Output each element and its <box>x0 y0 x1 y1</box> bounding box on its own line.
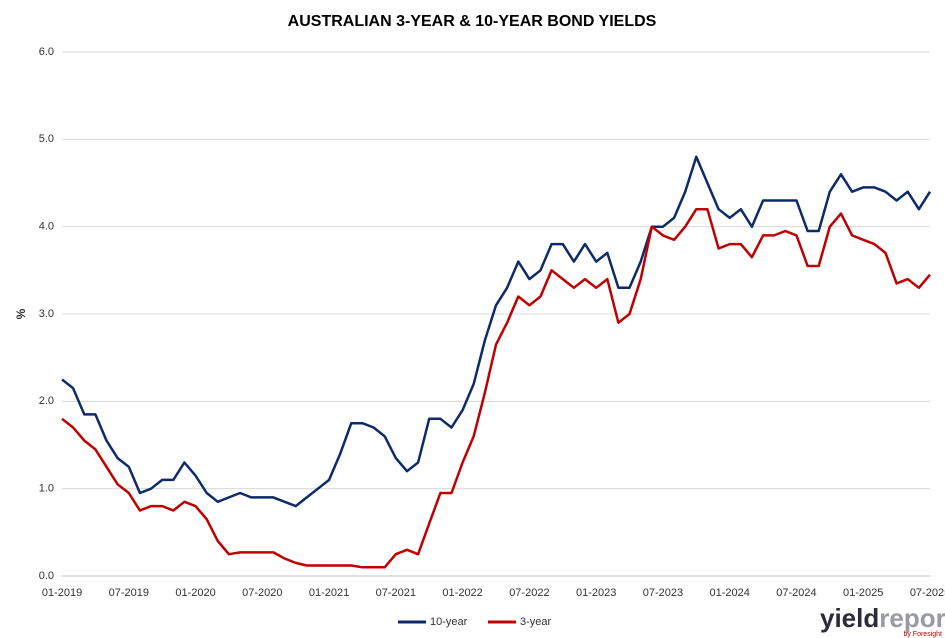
y-tick-label: 3.0 <box>39 308 54 320</box>
y-tick-label: 2.0 <box>39 395 54 407</box>
x-tick-label: 01-2022 <box>442 587 482 599</box>
logo-word: yield <box>820 603 879 633</box>
x-tick-label: 01-2024 <box>710 587 750 599</box>
y-tick-label: 0.0 <box>39 570 54 582</box>
y-tick-label: 6.0 <box>39 46 54 58</box>
x-tick-label: 07-2023 <box>643 587 683 599</box>
x-tick-label: 07-2021 <box>376 587 416 599</box>
x-tick-label: 01-2025 <box>843 587 883 599</box>
x-tick-label: 01-2020 <box>175 587 215 599</box>
y-tick-label: 5.0 <box>39 133 54 145</box>
logo-word: report <box>879 603 945 633</box>
line-series <box>61 155 932 508</box>
logo: yieldreport <box>820 603 945 633</box>
x-tick-label: 07-2020 <box>242 587 282 599</box>
y-tick-label: 4.0 <box>39 221 54 233</box>
line-series <box>61 207 931 569</box>
chart-title: AUSTRALIAN 3-YEAR & 10-YEAR BOND YIELDS <box>288 13 657 30</box>
x-tick-label: 07-2022 <box>509 587 549 599</box>
logo-tagline: by Foresight <box>903 631 942 638</box>
legend-label: 10-year <box>430 616 468 628</box>
x-tick-label: 07-2024 <box>776 587 816 599</box>
x-tick-label: 01-2023 <box>576 587 616 599</box>
x-tick-label: 07-2025 <box>910 587 945 599</box>
x-tick-label: 01-2021 <box>309 587 349 599</box>
x-tick-label: 07-2019 <box>109 587 149 599</box>
x-tick-label: 01-2019 <box>42 587 82 599</box>
y-tick-label: 1.0 <box>39 483 54 495</box>
legend-label: 3-year <box>520 616 552 628</box>
y-axis-label: % <box>14 308 28 319</box>
